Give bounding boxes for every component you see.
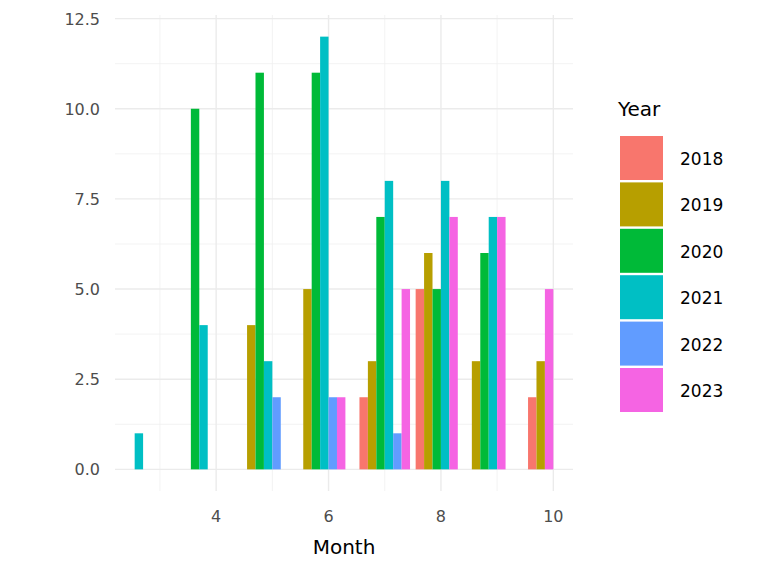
bar bbox=[416, 289, 424, 469]
legend-key bbox=[620, 136, 663, 180]
minor-grid-line bbox=[115, 63, 573, 64]
bar bbox=[255, 73, 263, 470]
bar bbox=[247, 325, 255, 469]
bar bbox=[191, 109, 199, 470]
bar bbox=[528, 397, 536, 469]
minor-grid-line bbox=[115, 153, 573, 154]
bar bbox=[320, 37, 328, 470]
legend-key bbox=[620, 275, 663, 319]
y-tick-label: 2.5 bbox=[75, 370, 100, 389]
bar bbox=[272, 397, 280, 469]
bar bbox=[376, 217, 384, 469]
y-tick-label: 5.0 bbox=[75, 280, 100, 299]
bar bbox=[497, 217, 505, 469]
legend-key bbox=[620, 182, 663, 226]
legend-title: Year bbox=[617, 97, 661, 121]
chart: 0.0 2.5 5.0 7.5 10.0 12.5 4 6 8 10 Month Year 2018 20… bbox=[0, 0, 768, 576]
bar bbox=[489, 217, 497, 469]
y-tick-label: 0.0 bbox=[75, 460, 100, 479]
bar bbox=[337, 397, 345, 469]
x-axis-title: Month bbox=[313, 535, 376, 559]
background bbox=[0, 0, 768, 576]
legend-label: 2018 bbox=[680, 149, 723, 169]
x-tick-label: 10 bbox=[543, 507, 563, 526]
bar bbox=[472, 361, 480, 469]
grid-line bbox=[115, 198, 573, 199]
bar bbox=[424, 253, 432, 469]
y-tick-label: 7.5 bbox=[75, 190, 100, 209]
bar bbox=[135, 433, 143, 469]
bar bbox=[385, 181, 393, 469]
bar bbox=[449, 217, 457, 469]
y-tick-label: 12.5 bbox=[64, 10, 100, 29]
bar bbox=[433, 289, 441, 469]
legend-label: 2021 bbox=[680, 288, 723, 308]
y-tick-label: 10.0 bbox=[64, 100, 100, 119]
bar bbox=[303, 289, 311, 469]
bar bbox=[359, 397, 367, 469]
bar bbox=[368, 361, 376, 469]
grid-line bbox=[115, 18, 573, 19]
bar bbox=[329, 397, 337, 469]
legend-label: 2019 bbox=[680, 195, 723, 215]
x-tick-label: 8 bbox=[436, 507, 446, 526]
bar bbox=[393, 433, 401, 469]
legend-key bbox=[620, 322, 663, 366]
legend-key bbox=[620, 368, 663, 412]
legend-label: 2020 bbox=[680, 242, 723, 262]
legend-label: 2023 bbox=[680, 381, 723, 401]
bar bbox=[402, 289, 410, 469]
x-tick-label: 6 bbox=[323, 507, 333, 526]
x-tick-label: 4 bbox=[211, 507, 221, 526]
legend-label: 2022 bbox=[680, 335, 723, 355]
legend: Year 2018 2019 2020 2021 2022 2023 bbox=[617, 97, 723, 412]
grid bbox=[115, 15, 573, 491]
bar bbox=[199, 325, 207, 469]
bar bbox=[441, 181, 449, 469]
grid-line bbox=[115, 108, 573, 109]
bar bbox=[264, 361, 272, 469]
grid-line bbox=[215, 15, 216, 491]
legend-key bbox=[620, 229, 663, 273]
minor-grid-line bbox=[159, 15, 160, 491]
bar bbox=[536, 361, 544, 469]
bar bbox=[312, 73, 320, 470]
bar bbox=[545, 289, 553, 469]
bar bbox=[480, 253, 488, 469]
bars bbox=[135, 37, 554, 470]
